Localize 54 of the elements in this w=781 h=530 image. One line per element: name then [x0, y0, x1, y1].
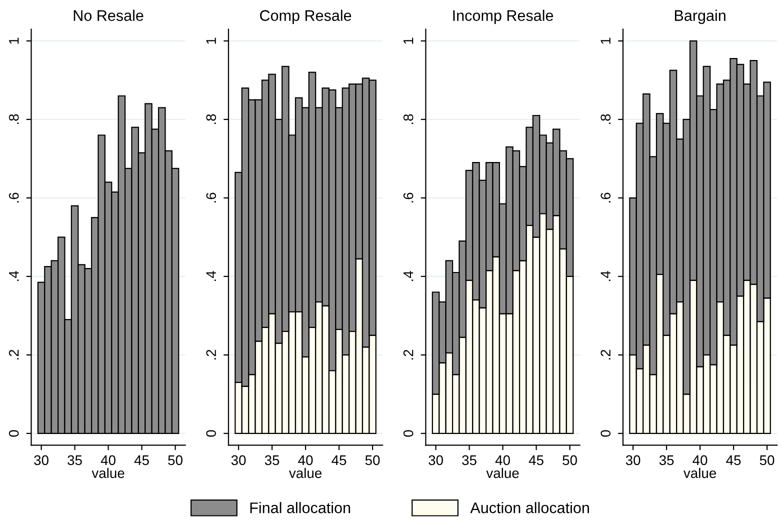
x-tick-label: 30	[428, 455, 443, 466]
x-tick-label: 45	[528, 455, 544, 466]
y-tick-label: .4	[206, 271, 216, 281]
y-tick-label: .8	[600, 114, 611, 124]
x-tick-label: 40	[692, 455, 708, 466]
y-tick-label: 1	[404, 38, 414, 44]
y-tick-label: .2	[403, 350, 414, 360]
x-tick-label: 45	[134, 455, 149, 466]
y-tick-label: 1	[600, 38, 610, 44]
y-tick-label: .8	[8, 114, 19, 124]
y-tick-label: .2	[600, 350, 610, 360]
y-tick-label: .2	[8, 350, 19, 360]
y-tick-label: 1	[206, 38, 216, 44]
y-tick-label: 0	[600, 430, 611, 437]
y-tick-label: .6	[206, 192, 216, 202]
x-axis-title: value	[683, 468, 716, 478]
y-tick-label: .8	[206, 114, 216, 124]
x-tick-label: 45	[332, 455, 346, 466]
x-tick-label: 30	[34, 455, 48, 466]
y-tick-label: .4	[9, 271, 19, 281]
x-tick-label: 50	[760, 455, 774, 466]
legend-label: Final allocation	[250, 502, 350, 514]
x-tick-label: 30	[231, 455, 246, 466]
x-tick-label: 50	[365, 455, 380, 466]
legend-label: Auction allocation	[470, 502, 589, 514]
x-tick-label: 35	[264, 455, 280, 466]
y-tick-label: .4	[404, 271, 414, 281]
y-tick-label: 1	[9, 38, 19, 44]
x-tick-label: 35	[659, 455, 674, 466]
x-tick-label: 45	[726, 455, 741, 466]
x-tick-label: 40	[495, 455, 510, 466]
chart-title: Bargain	[674, 10, 726, 24]
y-tick-label: .4	[600, 271, 610, 281]
y-tick-label: .6	[600, 192, 611, 202]
chart-title: Incomp Resale	[453, 10, 554, 24]
y-tick-label: 0	[8, 430, 19, 437]
y-tick-label: .8	[403, 114, 414, 124]
y-tick-label: .2	[206, 350, 216, 360]
y-tick-label: 0	[206, 430, 216, 437]
x-tick-label: 30	[626, 455, 640, 466]
x-axis-title: value	[288, 468, 322, 478]
x-axis-title: value	[486, 468, 519, 478]
x-tick-label: 40	[100, 455, 116, 466]
x-axis-title: value	[92, 468, 124, 478]
x-tick-label: 50	[562, 455, 577, 466]
x-tick-label: 35	[462, 455, 476, 466]
x-tick-label: 40	[298, 455, 313, 466]
chart-title: Comp Resale	[260, 10, 352, 24]
y-tick-label: 0	[403, 430, 414, 437]
chart-title: No Resale	[74, 10, 144, 21]
y-tick-label: .6	[8, 192, 19, 202]
x-tick-label: 35	[68, 455, 82, 466]
y-tick-label: .6	[403, 192, 414, 202]
x-tick-label: 50	[168, 455, 182, 466]
